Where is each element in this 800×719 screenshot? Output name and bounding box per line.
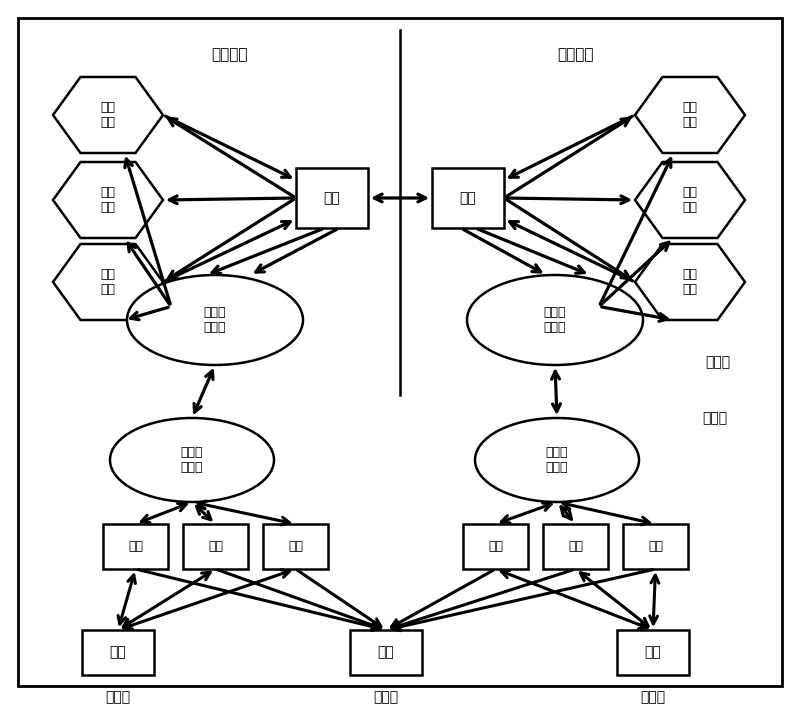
Text: 备服务器: 备服务器 [557,47,594,63]
Text: 连接: 连接 [288,540,303,553]
Text: 通信控
制进程: 通信控 制进程 [546,446,568,474]
Text: 连接: 连接 [568,540,583,553]
Polygon shape [183,524,248,569]
Polygon shape [103,524,168,569]
Polygon shape [635,244,745,320]
Polygon shape [263,524,328,569]
Ellipse shape [467,275,643,365]
Polygon shape [635,162,745,238]
Polygon shape [53,244,163,320]
Text: 用户态: 用户态 [706,355,730,369]
Polygon shape [18,18,782,686]
Text: 服务
进程: 服务 进程 [682,186,698,214]
Polygon shape [543,524,608,569]
Text: 系统主
控进程: 系统主 控进程 [204,306,226,334]
Text: 连接: 连接 [324,191,340,205]
Polygon shape [350,630,422,675]
Text: 客户端: 客户端 [641,690,666,704]
Polygon shape [635,77,745,153]
Text: 连接: 连接 [645,646,662,659]
Text: 连接: 连接 [110,646,126,659]
Text: 服务
进程: 服务 进程 [101,186,115,214]
Polygon shape [623,524,688,569]
Text: 连接: 连接 [648,540,663,553]
Text: 连接: 连接 [378,646,394,659]
Polygon shape [53,162,163,238]
Polygon shape [53,77,163,153]
Polygon shape [463,524,528,569]
Text: 连接: 连接 [460,191,476,205]
Text: 服务
进程: 服务 进程 [682,101,698,129]
Text: 系统主
控进程: 系统主 控进程 [544,306,566,334]
Polygon shape [432,168,504,228]
Text: 客户端: 客户端 [106,690,130,704]
Polygon shape [82,630,154,675]
Text: 通信控
制进程: 通信控 制进程 [181,446,203,474]
Text: 连接: 连接 [208,540,223,553]
Text: 连接: 连接 [488,540,503,553]
Ellipse shape [110,418,274,502]
Text: 服务
进程: 服务 进程 [101,101,115,129]
Text: 主服务器: 主服务器 [212,47,248,63]
Text: 服务
进程: 服务 进程 [101,268,115,296]
Polygon shape [296,168,368,228]
Polygon shape [617,630,689,675]
Text: 内核态: 内核态 [702,411,727,425]
Ellipse shape [127,275,303,365]
Ellipse shape [475,418,639,502]
Text: 服务
进程: 服务 进程 [682,268,698,296]
Text: 客户端: 客户端 [374,690,398,704]
Text: 连接: 连接 [128,540,143,553]
